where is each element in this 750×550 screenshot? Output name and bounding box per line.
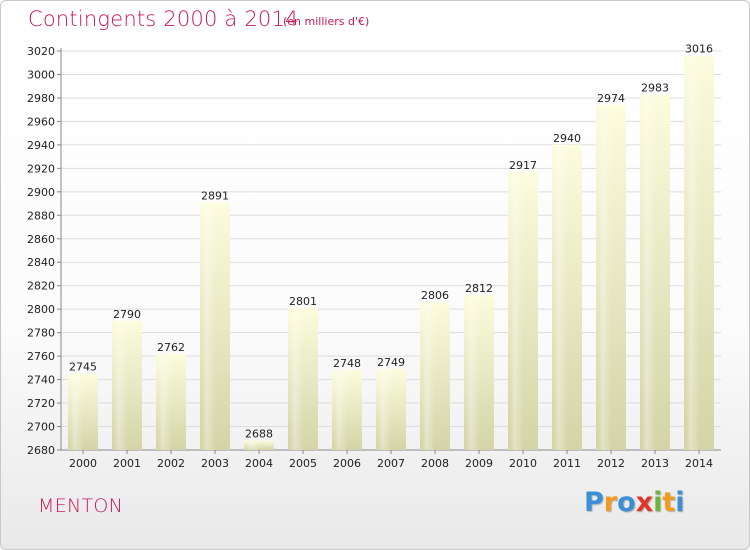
location-label: MENTON	[38, 495, 124, 517]
bar-highlight	[686, 55, 700, 450]
data-label: 2917	[509, 159, 537, 172]
y-tick-label: 2980	[27, 92, 55, 105]
logo-letter: o	[617, 487, 636, 518]
x-tick-label: 2010	[509, 457, 537, 470]
chart-subtitle: (en milliers d'€)	[283, 15, 370, 28]
x-tick-label: 2007	[377, 457, 405, 470]
y-tick-label: 2700	[27, 421, 55, 434]
data-label: 2762	[157, 341, 185, 354]
data-label: 2983	[641, 81, 669, 94]
data-label: 2940	[553, 132, 581, 145]
x-tick-label: 2004	[245, 457, 273, 470]
bar-highlight	[246, 440, 260, 450]
bar-highlight	[290, 308, 304, 450]
bar-highlight	[598, 104, 612, 450]
x-tick-label: 2009	[465, 457, 493, 470]
y-tick-label: 2760	[27, 350, 55, 363]
y-tick-labels: 2680 2700 2720 2740 2760 2780 2800 2820 2840 2860…	[27, 45, 55, 457]
bar-highlight	[114, 320, 128, 450]
y-tick-label: 2820	[27, 280, 55, 293]
y-tick-label: 2960	[27, 115, 55, 128]
proxiti-logo[interactable]: Proxiti	[584, 487, 685, 518]
x-tick-label: 2001	[113, 457, 141, 470]
y-tick-label: 2920	[27, 162, 55, 175]
y-tick-label: 2800	[27, 303, 55, 316]
bar-highlight	[334, 370, 348, 450]
x-tick-label: 2005	[289, 457, 317, 470]
data-label: 2801	[289, 295, 317, 308]
x-tick-label: 2014	[685, 457, 713, 470]
bar-highlight	[202, 202, 216, 450]
y-tick-label: 2720	[27, 397, 55, 410]
x-tick-label: 2003	[201, 457, 229, 470]
y-tick-label: 2940	[27, 139, 55, 152]
x-tick-label: 2011	[553, 457, 581, 470]
data-label: 2891	[201, 189, 229, 202]
y-tick-label: 2780	[27, 327, 55, 340]
logo-letter: i	[675, 487, 685, 518]
data-labels: 2745 2790 2762 2891 2688 2801 2748 2749 2806 2812…	[69, 43, 713, 441]
bars	[68, 55, 714, 450]
x-tick-label: 2006	[333, 457, 361, 470]
y-tick-label: 2900	[27, 186, 55, 199]
bar-highlight	[378, 369, 392, 450]
bar-highlight	[466, 295, 480, 450]
y-tick-label: 2860	[27, 233, 55, 246]
x-tick-label: 2002	[157, 457, 185, 470]
y-tick-label: 3020	[27, 45, 55, 58]
data-label: 2688	[245, 428, 273, 441]
y-tick-label: 2840	[27, 256, 55, 269]
bar-highlight	[158, 353, 172, 450]
data-label: 2748	[333, 357, 361, 370]
logo-letter: P	[584, 487, 604, 518]
x-tick-label: 2008	[421, 457, 449, 470]
logo-letter: x	[635, 487, 654, 518]
data-label: 2749	[377, 356, 405, 369]
x-tick-label: 2013	[641, 457, 669, 470]
bar-highlight	[422, 302, 436, 450]
x-tick-label: 2012	[597, 457, 625, 470]
chart-title: Contingents 2000 à 2014	[28, 7, 299, 31]
data-label: 2974	[597, 92, 625, 105]
bar-highlight	[510, 171, 524, 450]
bar-highlight	[554, 144, 568, 450]
logo-letter: r	[603, 487, 618, 518]
data-label: 2790	[113, 308, 141, 321]
y-tick-label: 2680	[27, 444, 55, 457]
logo-letter: t	[662, 487, 676, 518]
data-label: 2806	[421, 289, 449, 302]
x-tick-labels: 2000 2001 2002 2003 2004 2005 2006 2007 2008 2009…	[69, 457, 713, 470]
logo-letter: i	[653, 487, 663, 518]
bar-highlight	[642, 94, 656, 450]
y-tick-label: 2740	[27, 374, 55, 387]
x-tick-label: 2000	[69, 457, 97, 470]
y-tick-label: 3000	[27, 68, 55, 81]
bar-highlight	[70, 373, 84, 450]
y-tick-label: 2880	[27, 209, 55, 222]
data-label: 2745	[69, 361, 97, 374]
data-label: 3016	[685, 43, 713, 56]
data-label: 2812	[465, 282, 493, 295]
